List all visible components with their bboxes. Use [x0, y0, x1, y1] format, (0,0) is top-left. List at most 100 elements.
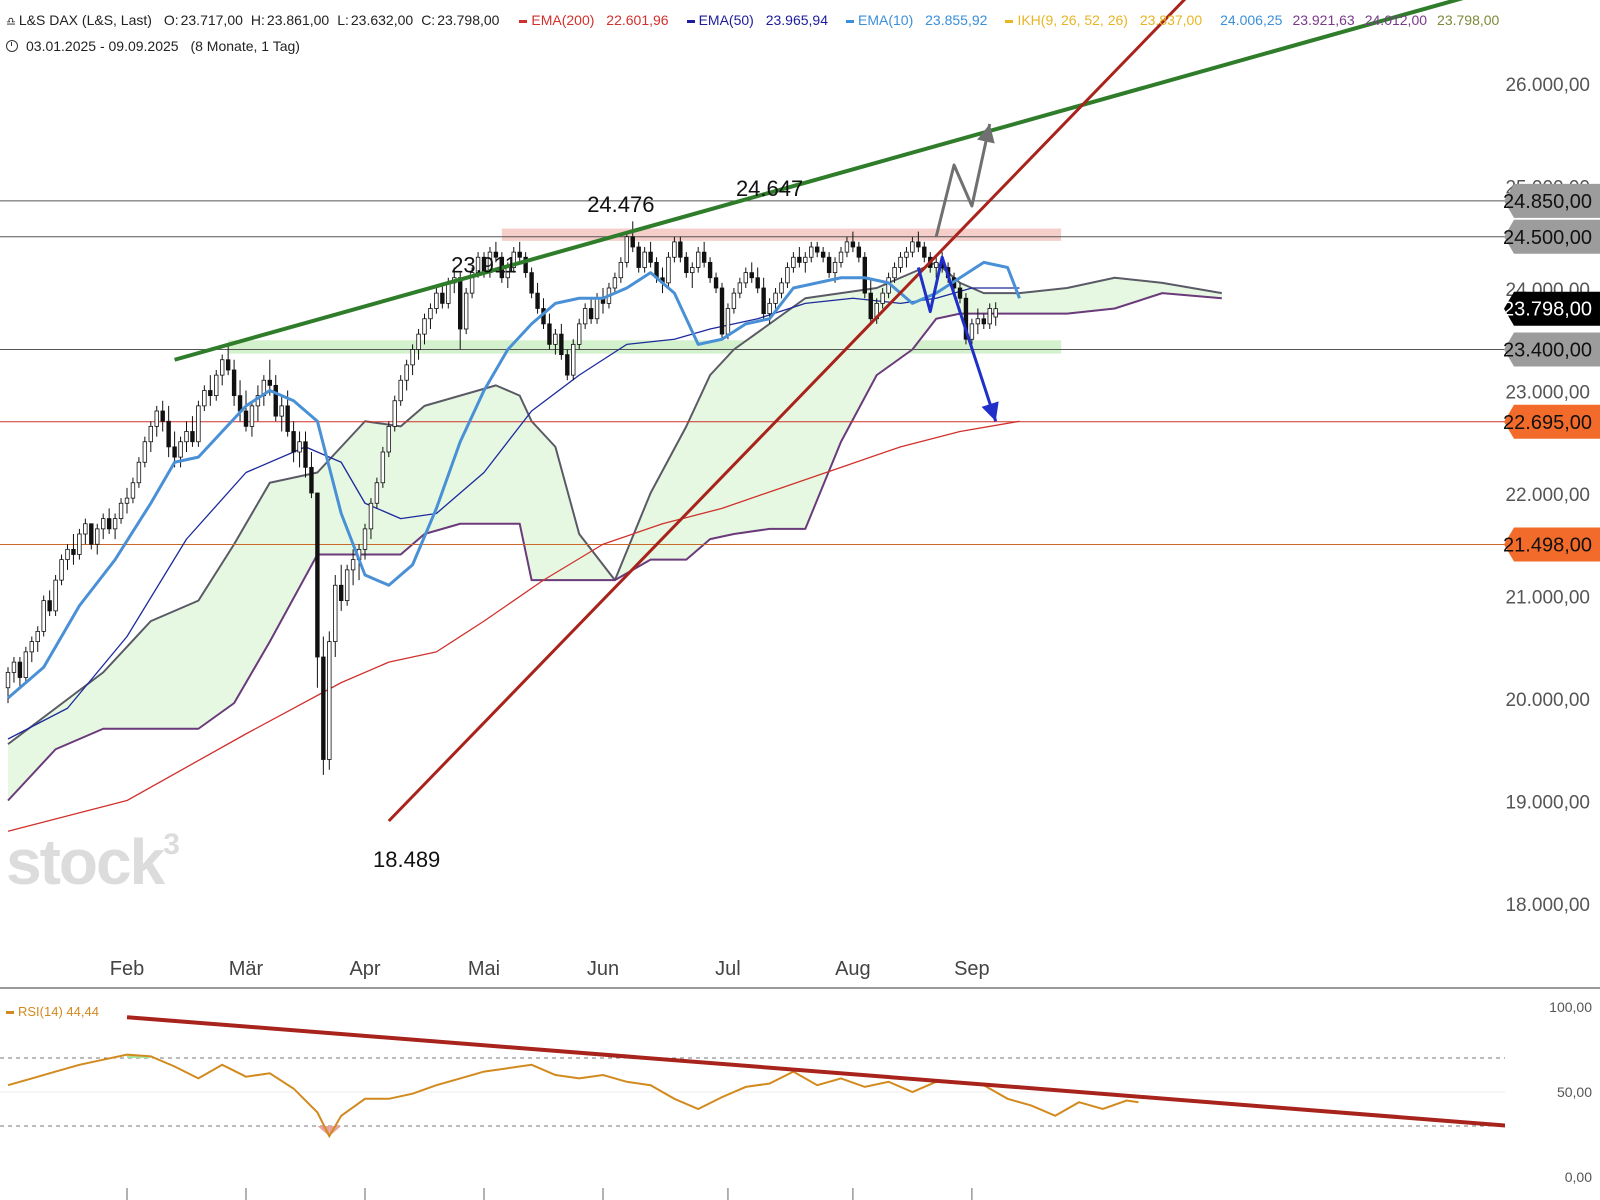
candle-body	[934, 261, 939, 268]
price-tag-shape	[1504, 183, 1600, 218]
candle-body	[856, 246, 862, 258]
indicator-swatch	[846, 19, 855, 23]
candle-body	[267, 379, 272, 386]
candle-body	[916, 241, 921, 248]
candle-body	[809, 246, 814, 258]
candle-body	[910, 241, 915, 253]
ohlc-value: 23.798,00	[437, 12, 500, 28]
candle-body	[95, 528, 100, 545]
candle-body	[791, 256, 796, 268]
indicator-swatch	[519, 19, 528, 23]
period: (8 Monate, 1 Tag)	[190, 38, 300, 54]
x-tick-label: Jul	[715, 958, 741, 980]
ema10-line	[7, 260, 1021, 700]
candle-body	[553, 333, 558, 345]
price-annotation: 18.489	[373, 847, 440, 872]
rsi-label: RSI(14)	[18, 1004, 63, 1019]
candle-body	[463, 292, 469, 330]
candle-body	[374, 482, 380, 504]
clock-icon	[6, 40, 18, 52]
x-tick-label: Feb	[110, 958, 144, 980]
candle-body	[101, 518, 106, 530]
candle-body	[820, 251, 826, 258]
price-tag-label: 24.500,00	[1503, 227, 1592, 249]
indicator-value: 22.601,96	[606, 12, 669, 28]
price-plot: 24.647 24.476 23.911 18.489	[0, 0, 1505, 872]
y-tick-label: 18.000,00	[1505, 895, 1590, 916]
candle-body	[35, 630, 40, 643]
candle-body	[815, 246, 820, 253]
candle-body	[130, 482, 136, 499]
candle-body	[47, 600, 52, 612]
candle-body	[648, 251, 653, 263]
candle-body	[696, 251, 701, 268]
x-tick-label: Mai	[468, 958, 500, 980]
price-tag-shape	[1504, 404, 1600, 439]
candle-body	[743, 272, 748, 284]
candle-body	[184, 431, 189, 443]
candle-body	[273, 384, 278, 417]
arrow-head	[981, 401, 999, 422]
candle-body	[5, 671, 11, 689]
candle-body	[457, 277, 463, 330]
candle-body	[190, 431, 195, 443]
price-annotation: 24.647	[736, 176, 803, 201]
candle-body	[410, 349, 415, 366]
candle-body	[344, 569, 350, 602]
candle-body	[59, 559, 64, 581]
candle-body	[112, 518, 118, 530]
price-annotation: 23.911	[451, 253, 517, 278]
candle-body	[327, 641, 332, 760]
candle-body	[333, 584, 338, 643]
zone-band	[501, 228, 1062, 241]
candle-body	[594, 297, 600, 320]
ohlc-value: 23.632,00	[350, 12, 414, 28]
price-tag: 24.850,00	[1503, 183, 1600, 218]
candle-body	[446, 282, 451, 304]
indicator-swatch	[686, 19, 695, 23]
indicator-item[interactable]: EMA(200) 22.601,96	[519, 12, 676, 28]
ikh-cloud	[8, 262, 1222, 801]
candle-body	[588, 308, 594, 320]
price-tag: 23.798,00	[1503, 291, 1600, 326]
candle-body	[838, 251, 844, 263]
candle-body	[797, 256, 802, 263]
ohlc-label: O:	[163, 12, 179, 28]
indicator-value: 23.837,00	[1139, 12, 1203, 28]
indicator-value: 23.965,94	[765, 12, 829, 28]
candle-body	[535, 292, 540, 309]
candle-body	[416, 333, 421, 350]
candle-body	[166, 420, 171, 448]
candle-body	[963, 297, 969, 340]
candle-body	[636, 246, 641, 268]
indicator-item[interactable]: EMA(10) 23.855,92	[846, 12, 995, 28]
candle-body	[142, 441, 148, 463]
candle-body	[755, 277, 760, 289]
candle-body	[868, 292, 873, 320]
candle-body	[291, 431, 296, 453]
candle-body	[547, 323, 552, 345]
candle-body	[571, 343, 576, 376]
candle-body	[172, 446, 177, 458]
indicator-item[interactable]: EMA(50) 23.965,94	[686, 12, 836, 28]
candle-body	[29, 641, 34, 653]
candle-body	[666, 256, 671, 284]
rsi-tick-label: 0,00	[1565, 1169, 1592, 1185]
candle-body	[285, 405, 290, 432]
ohlc-value: 23.717,00	[180, 12, 243, 28]
indicator-item[interactable]: IKH(9, 26, 52, 26) 23.837,00	[1005, 12, 1210, 28]
candle-body	[249, 405, 255, 427]
candle-body	[719, 287, 725, 335]
ohlc-label: L:	[337, 12, 349, 28]
price-tag-label: 23.400,00	[1503, 340, 1592, 362]
candle-body	[368, 502, 374, 530]
ema200-line	[7, 420, 1020, 832]
candle-body	[148, 425, 153, 443]
indicator-legend: EMA(200) 22.601,96 EMA(50) 23.965,94 EMA(1…	[519, 12, 1509, 28]
trend-line-red	[387, 0, 1187, 823]
candle-body	[362, 528, 368, 550]
candle-body	[398, 379, 403, 402]
candle-body	[701, 251, 707, 263]
candle-body	[749, 272, 754, 279]
